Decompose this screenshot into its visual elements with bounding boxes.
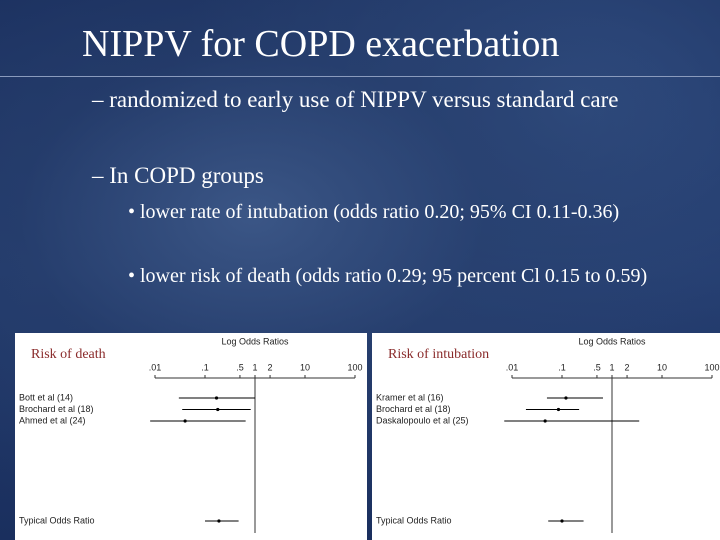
slide-title: NIPPV for COPD exacerbation (82, 23, 560, 65)
estimate (217, 519, 221, 523)
study-label: Daskalopoulo et al (25) (376, 415, 469, 425)
chart-title: Log Odds Ratios (221, 336, 289, 346)
study-label: Kramer et al (16) (376, 392, 444, 402)
estimate (564, 396, 568, 400)
estimate (560, 519, 564, 523)
chart-label: Risk of intubation (388, 347, 489, 362)
x-tick-label: 100 (704, 362, 719, 372)
study-label: Brochard et al (18) (376, 404, 451, 414)
x-tick-label: 2 (625, 362, 630, 372)
forest-plot: Risk of intubation Log Odds Ratios .01 .1 .5… (372, 333, 720, 540)
chart-label: Risk of death (31, 347, 106, 362)
study-label: Bott et al (14) (19, 392, 73, 402)
sub-bullet: • lower rate of intubation (odds ratio 0… (128, 201, 620, 223)
x-tick-label: .01 (506, 362, 519, 372)
chart-title: Log Odds Ratios (578, 336, 646, 346)
forest-plot: Risk of death Log Odds Ratios .01 .1 .5 1 2 10 1… (15, 333, 367, 540)
x-tick-label: .1 (558, 362, 566, 372)
x-tick-label: .5 (593, 362, 601, 372)
x-tick-label: .5 (236, 362, 244, 372)
bullet: – In COPD groups (92, 163, 264, 188)
estimate (556, 407, 561, 412)
x-tick-label: 1 (609, 362, 614, 372)
x-tick-label: .1 (201, 362, 209, 372)
x-tick-label: 100 (347, 362, 362, 372)
x-tick-label: 10 (300, 362, 310, 372)
study-label: Ahmed et al (24) (19, 415, 86, 425)
study-label: Brochard et al (18) (19, 404, 94, 414)
title-rule (0, 76, 720, 77)
x-tick-label: 1 (252, 362, 257, 372)
estimate (183, 419, 187, 423)
x-tick-label: 10 (657, 362, 667, 372)
estimate (543, 419, 547, 423)
x-tick-label: 2 (268, 362, 273, 372)
estimate (214, 396, 219, 400)
bullet: – randomized to early use of NIPPV versu… (92, 87, 619, 112)
sub-bullet: • lower risk of death (odds ratio 0.29; … (128, 265, 648, 287)
estimate (216, 407, 220, 412)
study-label: Typical Odds Ratio (19, 515, 95, 525)
x-tick-label: .01 (149, 362, 162, 372)
study-label: Typical Odds Ratio (376, 515, 452, 525)
